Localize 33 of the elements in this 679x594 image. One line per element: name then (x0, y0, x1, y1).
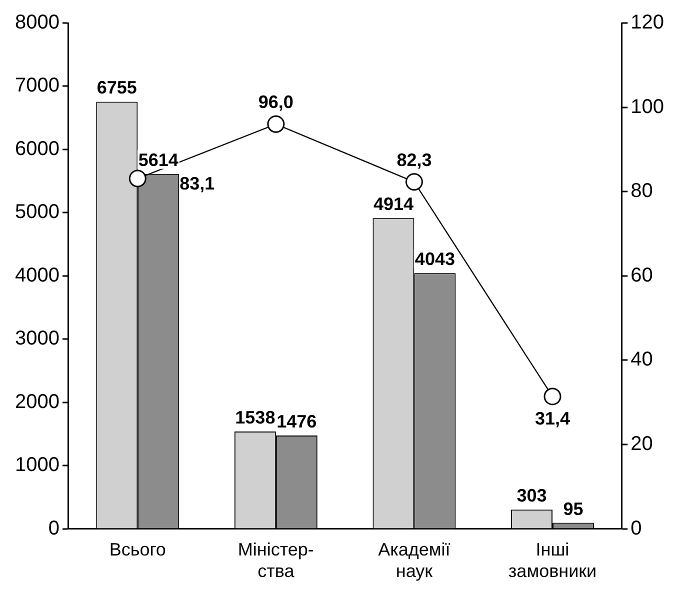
y-tick-label: 1000 (14, 454, 60, 476)
y-tick-label: 6000 (14, 138, 60, 160)
y-tick-label: 5000 (14, 201, 60, 224)
y-tick-label: 3000 (14, 328, 60, 350)
y2-tick-label: 20 (630, 433, 653, 456)
data-label: 5614 (138, 150, 178, 170)
y-tick-label: 8000 (14, 12, 60, 34)
y2-tick-label: 0 (630, 517, 642, 540)
data-label: 31,4 (534, 408, 570, 428)
y2-tick-label: 80 (630, 180, 653, 202)
y-tick-label: 2000 (14, 390, 60, 413)
x-tick-label: Всього (109, 540, 166, 560)
data-label: 82,3 (396, 150, 432, 170)
y2-tick-label: 100 (630, 96, 664, 118)
data-label: 6755 (96, 78, 137, 98)
y-tick-label: 7000 (14, 74, 60, 97)
y2-tick-label: 120 (630, 12, 664, 34)
point (128, 170, 146, 188)
data-label: 83,1 (180, 174, 215, 194)
data-label: 4043 (414, 249, 455, 270)
y-tick-label: 0 (48, 517, 60, 540)
data-label: 4914 (373, 194, 414, 214)
x-tick-label: Академії наук (378, 540, 450, 582)
data-label: 303 (516, 486, 547, 506)
y2-tick-label: 60 (630, 264, 653, 286)
data-label: 1538 (235, 408, 276, 428)
x-tick-label: Міністер- ства (238, 540, 314, 582)
x-tick-label: Інші замовники (508, 540, 597, 582)
data-label: 96,0 (258, 92, 294, 112)
data-label: 1476 (276, 411, 317, 432)
y2-tick-label: 40 (630, 348, 653, 371)
data-label: 95 (563, 498, 584, 519)
y-tick-label: 4000 (14, 264, 60, 286)
